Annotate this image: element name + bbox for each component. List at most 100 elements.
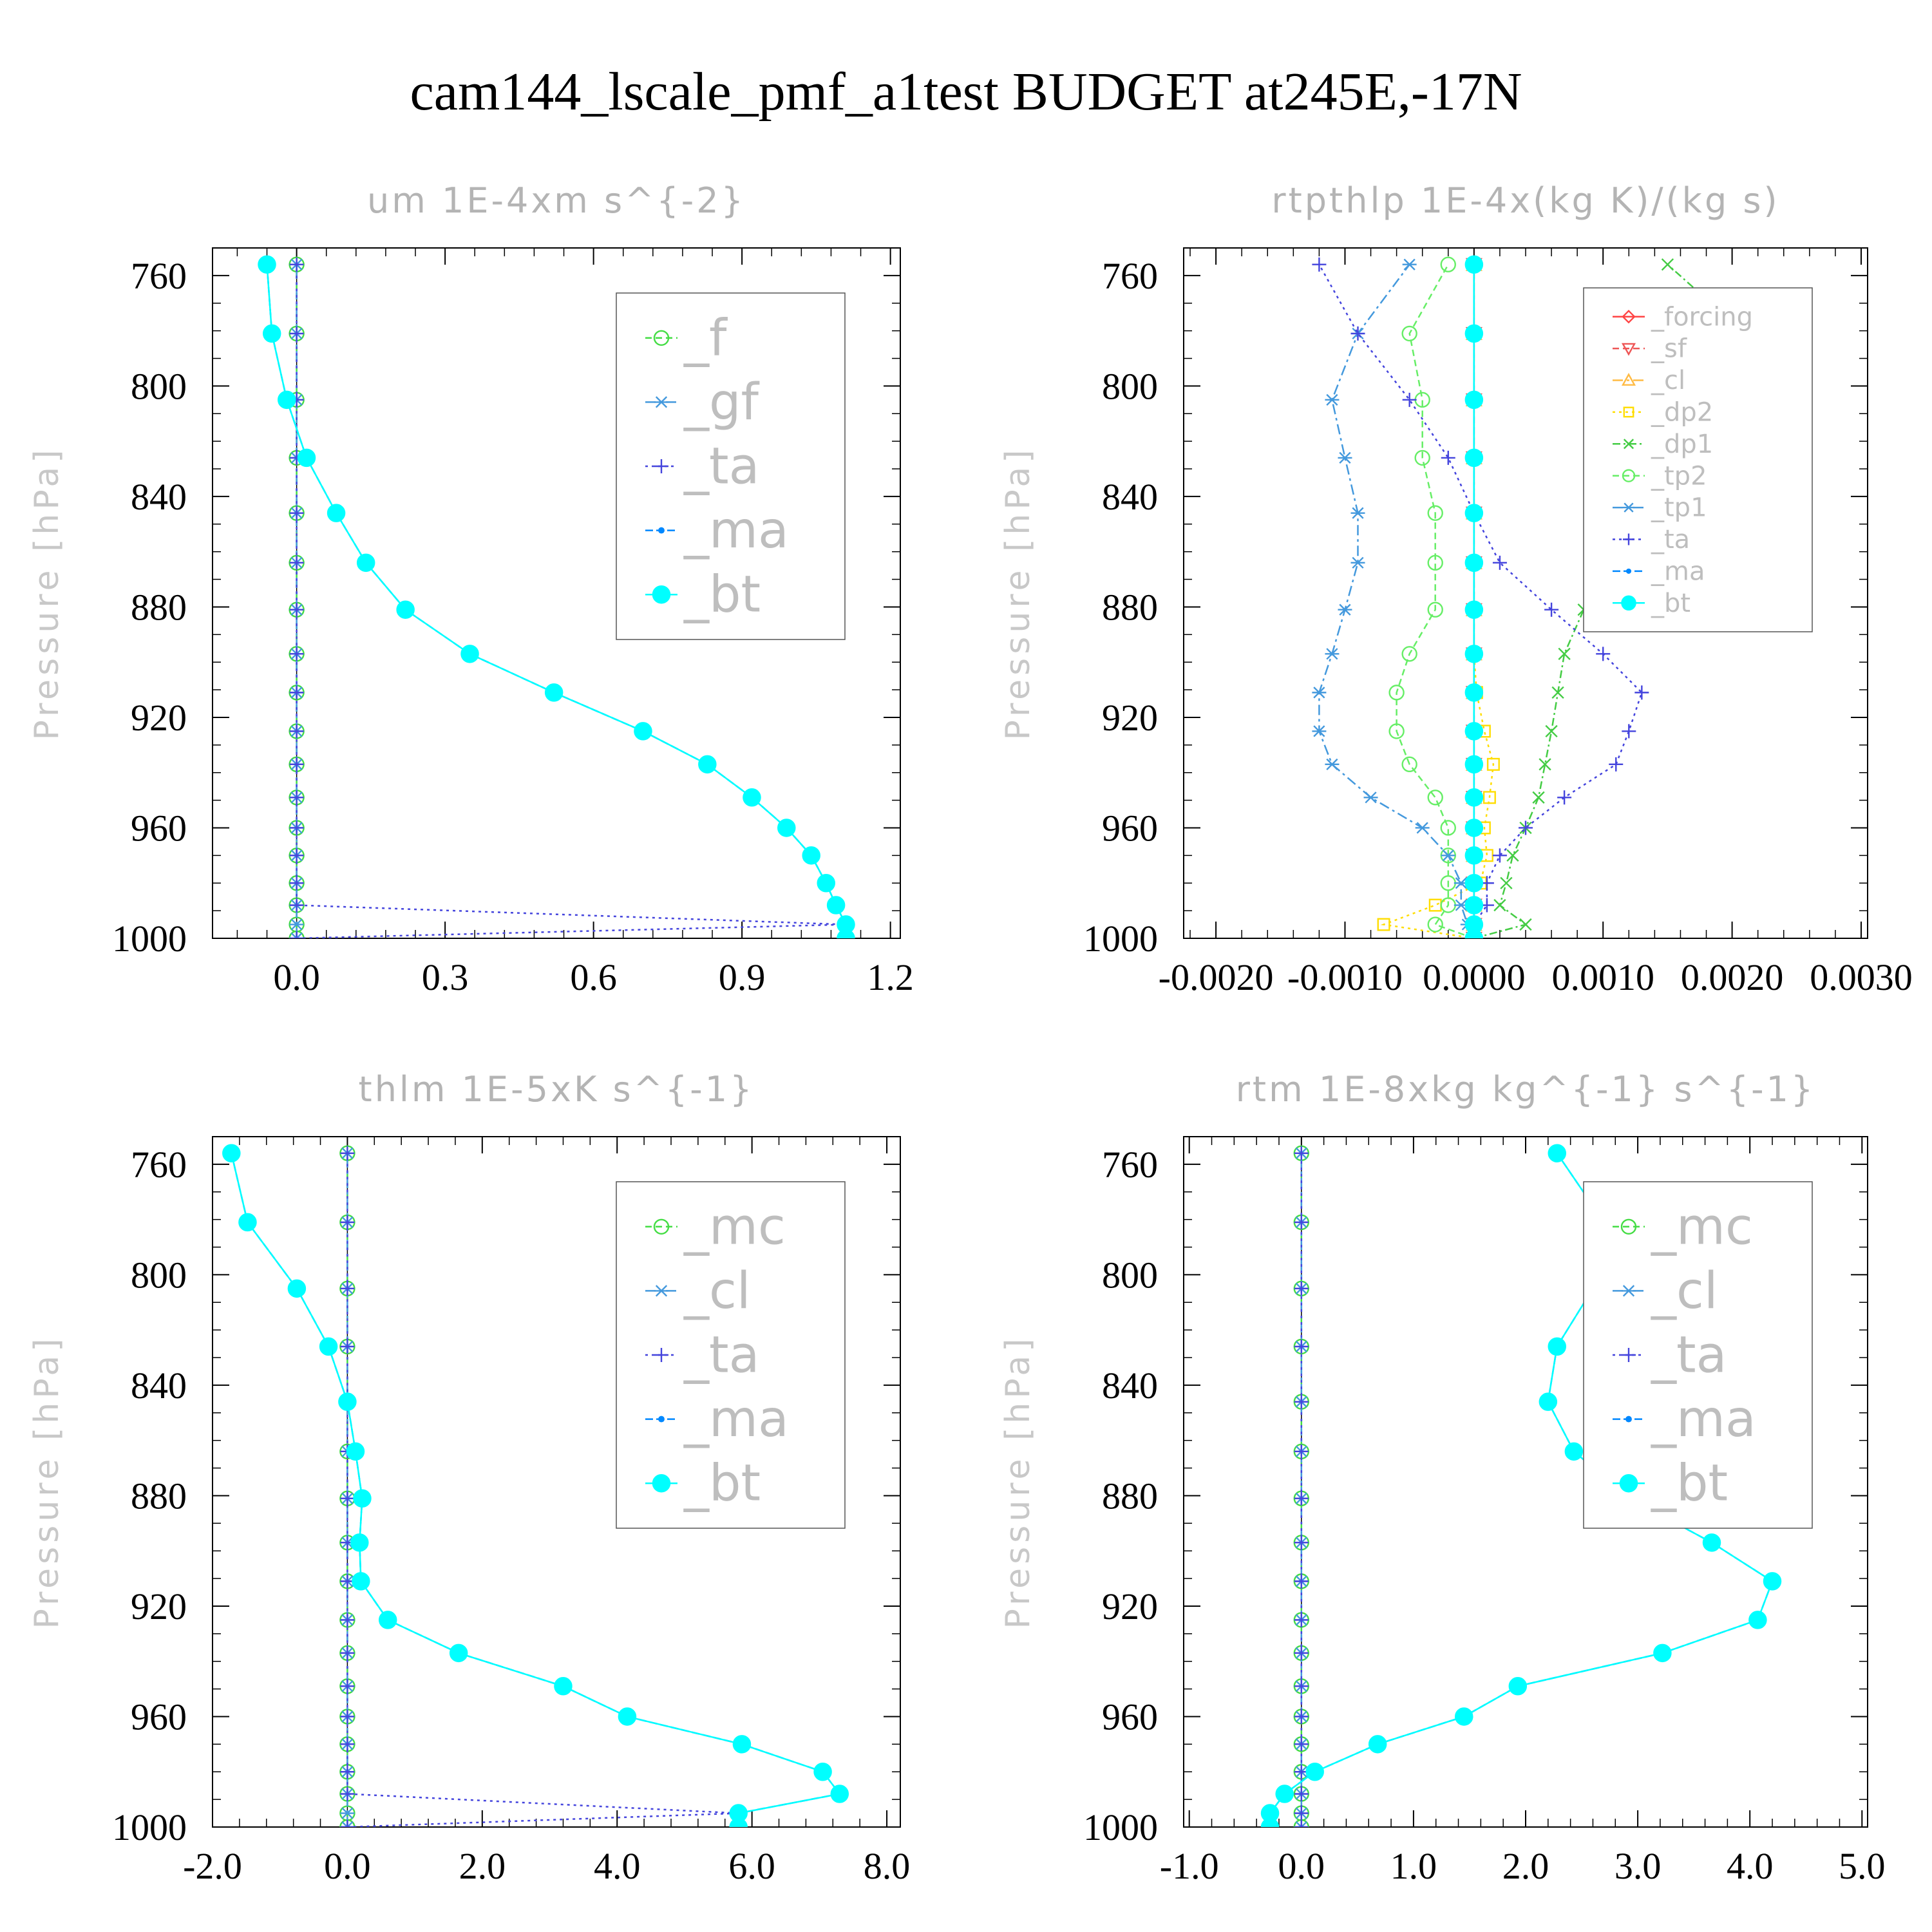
y-tick-label: 840 xyxy=(1102,476,1158,518)
data-point-dp1 xyxy=(1661,258,1674,271)
y-tick-label: 800 xyxy=(131,1254,187,1296)
data-point-ta xyxy=(340,1786,355,1801)
x-tick-label: 0.6 xyxy=(570,956,617,998)
data-point-bt xyxy=(1539,1392,1558,1411)
legend-marker xyxy=(658,527,665,534)
legend-marker xyxy=(1621,595,1636,611)
legend-marker xyxy=(1622,1348,1636,1362)
data-point-tp2 xyxy=(1388,723,1405,739)
legend-label: _ta xyxy=(683,438,759,496)
data-point-ta xyxy=(1441,450,1455,465)
data-point-bt xyxy=(554,1677,573,1696)
y-tick-label: 760 xyxy=(131,255,187,297)
data-point-bt xyxy=(817,873,835,893)
data-point-bt xyxy=(278,390,296,410)
legend-marker xyxy=(652,585,671,604)
data-point-bt xyxy=(813,1762,832,1781)
data-point-bt xyxy=(1464,645,1484,663)
data-point-tp2 xyxy=(1388,685,1405,701)
data-point-bt xyxy=(618,1707,637,1726)
legend-marker xyxy=(654,1348,668,1362)
x-tick-label: 5.0 xyxy=(1839,1845,1886,1887)
data-point-bt xyxy=(777,819,796,837)
y-tick-label: 920 xyxy=(1102,697,1158,739)
data-point-ta xyxy=(1544,602,1559,617)
legend-marker xyxy=(653,330,670,346)
y-tick-label: 760 xyxy=(1102,1144,1158,1186)
legend-label: _dp1 xyxy=(1651,430,1713,459)
data-point-bt xyxy=(327,504,346,522)
x-tick-label: 1.2 xyxy=(867,956,914,998)
y-tick-label: 840 xyxy=(131,1365,187,1406)
data-point-dp1 xyxy=(1532,791,1545,804)
data-point-ta xyxy=(289,602,304,617)
legend-label: _gf xyxy=(683,374,760,431)
y-tick-label: 760 xyxy=(131,1144,187,1186)
panel-title: thlm 1E-5xK s^{-1} xyxy=(359,1069,755,1110)
data-point-bt xyxy=(1464,896,1484,914)
data-point-ta xyxy=(1596,647,1611,661)
data-point-ta xyxy=(340,1491,355,1506)
data-point-tp2 xyxy=(1401,646,1417,662)
data-point-ta xyxy=(1609,757,1624,772)
y-axis-label: Pressure [hPa] xyxy=(28,446,66,741)
legend-label: _tp1 xyxy=(1651,493,1707,523)
data-point-tp2 xyxy=(1427,505,1443,521)
data-point-dp1 xyxy=(1493,898,1506,912)
panel-title: rtpthlp 1E-4x(kg K)/(kg s) xyxy=(1271,180,1779,221)
legend-label: _bt xyxy=(1651,1455,1728,1513)
data-point-gf xyxy=(289,932,304,938)
data-point-ta xyxy=(340,1765,355,1779)
y-tick-label: 840 xyxy=(131,476,187,518)
data-point-bt xyxy=(396,600,415,619)
legend-marker xyxy=(1623,502,1634,513)
data-point-bt xyxy=(1748,1611,1767,1629)
data-point-bt xyxy=(1548,1337,1566,1356)
data-point-tp1 xyxy=(1312,725,1327,737)
data-point-ta xyxy=(1294,1645,1309,1660)
data-point-bt xyxy=(449,1643,468,1663)
data-point-ta xyxy=(340,1737,355,1752)
x-tick-label: -0.0010 xyxy=(1287,956,1403,998)
legend-label: _ma xyxy=(683,502,789,560)
legend-box xyxy=(1583,287,1813,632)
legend-marker xyxy=(1622,310,1636,324)
x-tick-label: 1.0 xyxy=(1390,1845,1437,1887)
data-point-ta xyxy=(1492,848,1507,863)
data-point-ta xyxy=(289,326,304,341)
data-point-ta xyxy=(340,1215,355,1229)
data-point-bt xyxy=(287,1279,307,1298)
y-tick-label: 1000 xyxy=(112,1806,187,1848)
data-point-tp1 xyxy=(1338,451,1352,464)
data-point-bt xyxy=(1763,1572,1782,1591)
data-point-bt xyxy=(1464,873,1484,893)
legend-label: _cl xyxy=(1651,1262,1718,1320)
panel-title: um 1E-4xm s^{-2} xyxy=(367,180,746,221)
data-point-bt xyxy=(1464,255,1484,274)
data-point-bt xyxy=(460,645,479,663)
data-point-ta xyxy=(1557,790,1572,805)
data-point-bt xyxy=(826,896,846,914)
data-point-tp1 xyxy=(1312,687,1327,699)
legend-label: _dp2 xyxy=(1651,398,1713,428)
data-point-ta xyxy=(340,1679,355,1694)
data-point-ta xyxy=(1294,1709,1309,1724)
x-tick-label: 2.0 xyxy=(459,1845,506,1887)
data-point-bt xyxy=(262,324,281,343)
data-point-tp1 xyxy=(1441,849,1455,862)
legend-label: _ma xyxy=(683,1390,789,1448)
legend-marker xyxy=(1623,439,1634,450)
y-tick-label: 960 xyxy=(1102,1696,1158,1738)
legend: _mc _cl _ta_ma _bt xyxy=(616,1181,846,1529)
legend-marker xyxy=(652,1473,671,1493)
data-point-bt xyxy=(1260,1804,1280,1823)
data-point-bt xyxy=(1464,755,1484,774)
data-point-ta xyxy=(289,898,304,913)
data-point-ta xyxy=(1294,1146,1309,1160)
x-tick-label: 4.0 xyxy=(594,1845,641,1887)
legend-marker xyxy=(1625,1416,1632,1423)
legend-label: _ma xyxy=(1651,1390,1756,1448)
x-tick-label: 0.0030 xyxy=(1810,956,1913,998)
legend-label: _cl xyxy=(683,1262,751,1320)
data-point-bt xyxy=(830,1785,849,1803)
